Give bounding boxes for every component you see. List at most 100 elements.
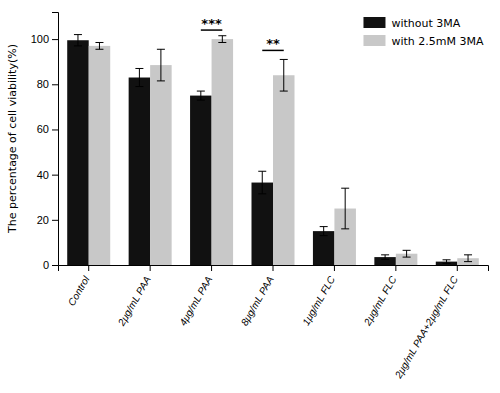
legend-label: with 2.5mM 3MA [391, 35, 484, 48]
x-tick: 2μg/mL FLC [361, 265, 399, 328]
error-bar-part [218, 42, 226, 43]
x-tick: 4μg/mL PAA [177, 265, 214, 328]
error-bar-part [280, 59, 288, 60]
x-tick-label: 2μg/mL PAA [115, 274, 153, 328]
error-bar-part [99, 42, 100, 49]
error-bar-part [446, 260, 447, 264]
y-tick-label: 20 [37, 214, 49, 226]
x-tick: Control [66, 265, 92, 308]
error-bar-part [160, 49, 161, 81]
error-bar-part [443, 259, 451, 260]
error-bar-part [443, 263, 451, 264]
error-bar [157, 49, 165, 81]
y-tick-mark [52, 220, 58, 221]
series [67, 35, 457, 265]
y-axis: 0 20 40 60 80 100 [31, 13, 59, 272]
error-bar [320, 227, 328, 236]
error-bar-part [95, 49, 103, 50]
x-tick-label: Control [66, 274, 92, 308]
error-bar-part [222, 36, 223, 43]
error-bar-part [403, 257, 411, 258]
error-bar-part [341, 228, 349, 229]
x-axis-line [59, 266, 489, 272]
bar [313, 231, 335, 265]
y-axis-line [52, 13, 59, 266]
x-tick-mark [395, 265, 396, 271]
error-bar [218, 36, 226, 43]
error-bar [74, 35, 82, 46]
y-tick-label: 40 [37, 169, 49, 181]
x-tick-label: 2μg/mL FLC [361, 274, 399, 328]
error-bar-part [341, 188, 349, 189]
legend-swatch [363, 35, 385, 46]
x-tick: 2μg/mL PAA [115, 265, 153, 328]
error-bar [341, 188, 349, 229]
error-bar-part [464, 261, 472, 262]
y-tick: 0 [43, 259, 58, 271]
y-tick-mark [52, 175, 58, 176]
y-tick: 20 [37, 214, 58, 226]
x-tick-mark [457, 265, 458, 271]
x-tick-label: 4μg/mL PAA [177, 274, 214, 328]
bar [190, 96, 212, 265]
error-bar-part [139, 68, 140, 86]
chart: 0 20 40 60 80 100 Control 2μg/mL PAA 4μg/mL PAA 8… [0, 0, 500, 393]
error-bar-part [345, 188, 346, 229]
error-bar-part [283, 59, 284, 91]
y-tick: 80 [37, 78, 58, 90]
error-bar-part [197, 91, 205, 92]
error-bar-part [74, 34, 82, 35]
x-tick: 2μg/mL PAA+2μg/mL FLC [392, 265, 460, 381]
bar [150, 65, 172, 265]
legend-item: with 2.5mM 3MA [363, 35, 484, 48]
error-bar [135, 68, 143, 86]
legend-item: without 3MA [363, 17, 460, 30]
bar [89, 46, 111, 265]
x-tick-label: 8μg/mL PAA [239, 274, 276, 328]
significance-label: *** [201, 16, 222, 31]
error-bar-part [406, 250, 407, 257]
error-bar-part [323, 227, 324, 236]
error-bar [197, 91, 205, 100]
x-tick-mark [211, 265, 212, 271]
significance-label: ** [266, 36, 280, 51]
error-bar-part [320, 226, 328, 227]
y-tick-label: 0 [43, 259, 49, 271]
x-tick-mark [334, 265, 335, 271]
y-tick-mark [52, 265, 58, 266]
legend-label: without 3MA [391, 17, 460, 30]
error-bar [280, 59, 288, 91]
error-bar-part [197, 100, 205, 101]
error-bar-part [95, 42, 103, 43]
y-tick-mark [52, 39, 58, 40]
error-bar-part [218, 35, 226, 36]
error-bar-part [385, 255, 386, 260]
error-bar-part [74, 45, 82, 46]
y-tick-mark [52, 84, 58, 85]
error-bar-part [258, 171, 266, 172]
y-tick: 100 [31, 33, 58, 45]
series [89, 36, 479, 265]
error-bar-part [320, 235, 328, 236]
x-tick-mark [88, 265, 89, 271]
y-tick-label: 60 [37, 123, 49, 135]
error-bar-part [258, 193, 266, 194]
error-bar-part [135, 86, 143, 87]
error-bar-part [135, 68, 143, 69]
error-bar-part [200, 91, 201, 100]
x-tick-label: 2μg/mL PAA+2μg/mL FLC [392, 274, 460, 381]
x-tick-mark [273, 265, 274, 271]
error-bar-part [464, 254, 472, 255]
error-bar-part [77, 35, 78, 46]
bar [129, 78, 151, 265]
y-tick-label: 100 [31, 33, 49, 45]
error-bar [381, 255, 389, 260]
x-axis: Control2μg/mL PAA4μg/mL PAA8μg/mL PAA1μg… [59, 265, 489, 381]
y-tick: 60 [37, 123, 58, 135]
y-axis-title: The percentage of cell viability(%) [6, 44, 19, 234]
bar [273, 75, 295, 265]
error-bar-part [280, 91, 288, 92]
error-bar-part [381, 254, 389, 255]
error-bar [443, 260, 451, 264]
plot: 0 20 40 60 80 100 Control 2μg/mL PAA 4μg/mL PAA 8… [6, 13, 489, 381]
